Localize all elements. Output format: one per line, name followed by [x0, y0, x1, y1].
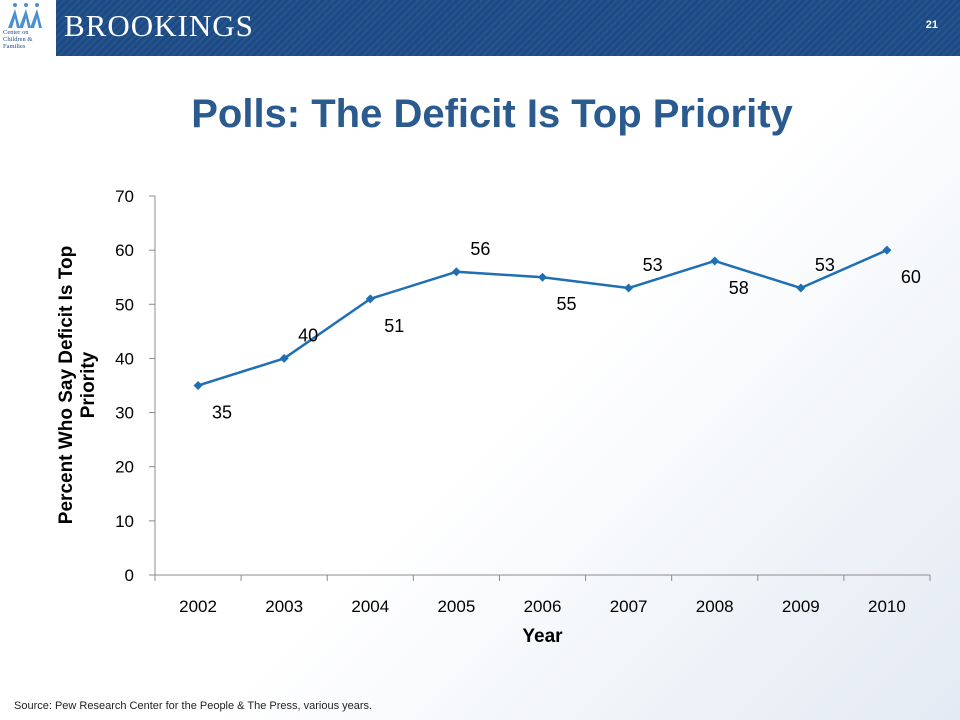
- y-tick-label: 60: [115, 241, 134, 260]
- data-label: 35: [212, 403, 232, 423]
- x-tick-label: 2005: [437, 597, 475, 616]
- y-axis-title-line: Percent Who Say Deficit Is Top: [56, 246, 77, 524]
- data-label: 53: [643, 255, 663, 275]
- y-tick-label: 20: [115, 458, 134, 477]
- x-tick-label: 2009: [782, 597, 820, 616]
- y-tick-label: 10: [115, 512, 134, 531]
- data-point: [710, 256, 720, 266]
- header-bar: Center on Children & Families BROOKINGS …: [0, 0, 960, 56]
- x-tick-label: 2010: [868, 597, 906, 616]
- data-point: [882, 245, 892, 255]
- slide-number: 21: [925, 19, 938, 31]
- x-tick-label: 2003: [265, 597, 303, 616]
- chart-labels: 35 40 51 56 55 53 58 53 60: [212, 239, 921, 423]
- page-title: Polls: The Deficit Is Top Priority: [191, 92, 793, 136]
- data-label: 40: [298, 325, 318, 345]
- y-tick-label: 70: [115, 187, 134, 206]
- series-line: [197, 248, 888, 387]
- data-label: 60: [901, 267, 921, 287]
- y-axis-title-line: Priority: [78, 351, 99, 418]
- chart-marks: [193, 245, 892, 390]
- y-tick-label: 40: [115, 349, 134, 368]
- children-figures-icon: [8, 3, 42, 28]
- data-point: [193, 381, 203, 390]
- data-point: [624, 283, 634, 293]
- logo-text: Center on Children & Families: [3, 29, 33, 50]
- data-label: 58: [729, 278, 749, 298]
- data-point: [538, 272, 547, 282]
- x-tick-label: 2007: [610, 597, 648, 616]
- chart-axes: 0 10 20 30 40 50 60 70 2002 2003 2004 2005 2006 2007 2…: [56, 187, 931, 647]
- y-tick-label: 0: [125, 566, 134, 585]
- data-label: 51: [384, 316, 404, 336]
- data-point: [279, 353, 289, 363]
- data-label: 53: [815, 255, 835, 275]
- y-tick-label: 30: [115, 404, 134, 423]
- source-note: Source: Pew Research Center for the Peop…: [14, 700, 373, 712]
- y-tick-label: 50: [115, 295, 134, 314]
- x-tick-label: 2008: [696, 597, 734, 616]
- center-logo: Center on Children & Families: [0, 0, 56, 56]
- brand-name: BROOKINGS: [64, 8, 254, 43]
- data-point: [796, 283, 806, 293]
- data-point: [365, 294, 375, 304]
- x-tick-label: 2004: [351, 597, 389, 616]
- x-axis-title: Year: [522, 626, 563, 647]
- x-tick-label: 2002: [179, 597, 217, 616]
- data-label: 55: [556, 294, 576, 314]
- data-point: [451, 267, 461, 277]
- x-tick-label: 2006: [524, 597, 562, 616]
- y-axis-title: Percent Who Say Deficit Is TopPriority: [56, 246, 99, 524]
- data-label: 56: [470, 239, 490, 259]
